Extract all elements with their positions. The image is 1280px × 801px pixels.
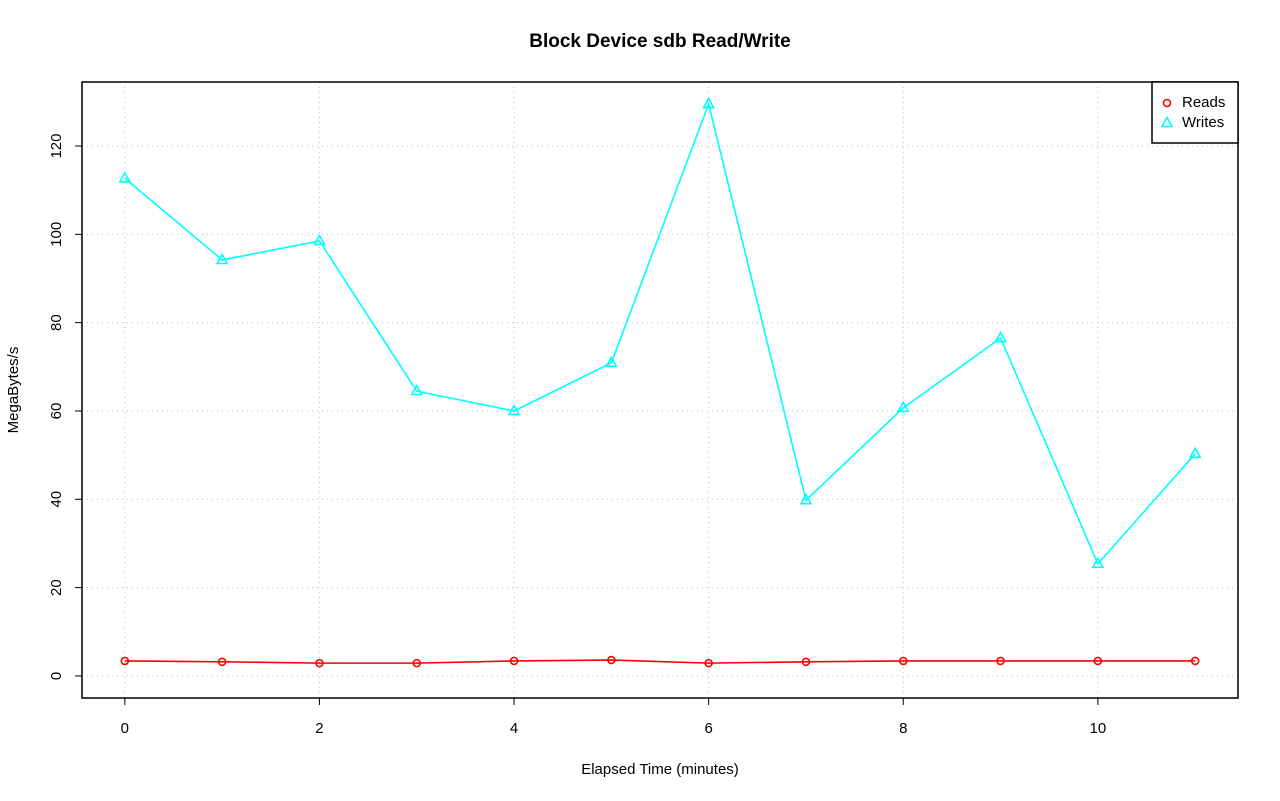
- y-tick-label: 40: [48, 491, 65, 508]
- x-tick-label: 2: [315, 720, 323, 737]
- data-point: [215, 252, 229, 265]
- legend-box: [1151, 81, 1239, 144]
- data-point: [410, 383, 424, 396]
- data-point: [799, 493, 813, 505]
- data-point: [217, 657, 227, 667]
- legend-marker: [1162, 98, 1172, 108]
- data-point: [994, 330, 1007, 343]
- y-tick-label: 100: [48, 222, 65, 247]
- y-tick-label: 0: [48, 672, 65, 680]
- series-line: [124, 101, 1196, 566]
- data-point: [607, 655, 616, 665]
- y-tick-label: 60: [48, 403, 65, 420]
- data-point: [313, 233, 326, 246]
- data-point: [412, 658, 422, 668]
- x-tick-label: 10: [1090, 720, 1107, 737]
- x-tick-label: 8: [899, 720, 907, 737]
- data-point: [702, 96, 716, 109]
- data-point: [704, 658, 713, 668]
- y-tick-label: 120: [48, 134, 65, 159]
- chart-title: Block Device sdb Read/Write: [529, 31, 791, 52]
- x-axis-label: Elapsed Time (minutes): [581, 761, 739, 778]
- x-tick-label: 0: [121, 720, 129, 737]
- data-point: [996, 656, 1005, 666]
- y-tick-label: 80: [48, 314, 65, 331]
- data-point: [1093, 656, 1103, 666]
- plot-frame: [81, 81, 1239, 699]
- data-point: [604, 355, 618, 368]
- data-point: [118, 171, 132, 183]
- data-point: [1188, 446, 1202, 459]
- data-point: [120, 656, 130, 666]
- legend-label: Reads: [1182, 94, 1225, 111]
- data-point: [1091, 556, 1105, 569]
- data-point: [1190, 656, 1200, 666]
- data-point: [509, 656, 519, 666]
- series-line: [124, 659, 1196, 664]
- y-axis-label: MegaBytes/s: [5, 347, 22, 434]
- data-point: [507, 403, 521, 416]
- data-point: [315, 658, 324, 668]
- data-point: [896, 400, 910, 413]
- legend-label: Writes: [1182, 114, 1224, 131]
- y-tick-label: 20: [48, 579, 65, 596]
- data-point: [898, 656, 908, 666]
- x-tick-label: 6: [704, 720, 712, 737]
- data-point: [801, 657, 811, 667]
- legend-marker: [1160, 115, 1174, 128]
- x-tick-label: 4: [510, 720, 518, 737]
